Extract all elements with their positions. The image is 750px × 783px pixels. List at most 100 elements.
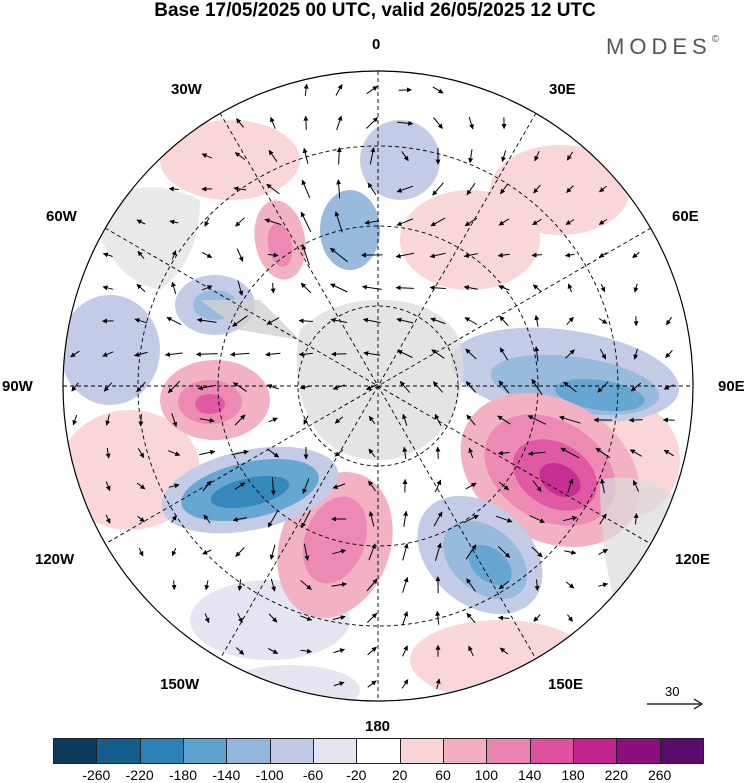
wind-vector xyxy=(70,350,80,358)
wind-vector xyxy=(434,479,442,493)
wind-vector xyxy=(301,179,311,199)
wind-vector xyxy=(366,613,378,623)
wind-vector xyxy=(665,316,673,326)
wind-vector xyxy=(266,384,279,390)
wind-vector xyxy=(628,417,643,423)
wind-vector xyxy=(401,679,409,689)
wind-vector xyxy=(395,252,414,259)
wind-vector xyxy=(168,186,179,192)
wind-vector xyxy=(270,476,276,496)
map-title: Base 17/05/2025 00 UTC, valid 26/05/2025… xyxy=(154,0,596,21)
colorbar-cell xyxy=(96,738,141,764)
wind-vector xyxy=(196,317,217,323)
wind-vector xyxy=(397,350,413,358)
wind-vector xyxy=(333,648,345,654)
lon-label-30w: 30W xyxy=(171,81,202,98)
wind-vector xyxy=(532,218,542,226)
wind-vector xyxy=(268,648,279,654)
lon-label-0: 0 xyxy=(372,36,381,53)
wind-vector xyxy=(362,317,381,324)
wind-vector xyxy=(303,543,310,561)
wind-vector xyxy=(563,515,578,522)
colorbar-tick-label: -180 xyxy=(168,767,198,783)
wind-vector xyxy=(171,547,177,557)
wind-vector xyxy=(237,280,244,296)
wind-vector xyxy=(137,448,145,459)
wind-vector xyxy=(632,251,640,259)
wind-vector xyxy=(564,549,577,555)
wind-vector xyxy=(367,646,377,656)
wind-vector xyxy=(430,217,446,227)
wind-vector xyxy=(497,252,510,258)
brand-logo: MODES© xyxy=(606,34,719,60)
wind-vector xyxy=(369,147,376,165)
colorbar-tick-label: 260 xyxy=(647,767,672,783)
wind-vector xyxy=(402,446,408,459)
wind-vector xyxy=(195,351,218,357)
wind-vector xyxy=(402,413,408,426)
wind-vector xyxy=(136,219,146,225)
wind-vector xyxy=(663,449,675,457)
wind-vector xyxy=(464,217,478,227)
wind-vector xyxy=(303,415,309,425)
wind-vector xyxy=(232,315,248,327)
wind-vector xyxy=(498,380,510,394)
wind-vector xyxy=(298,318,313,324)
wind-vector xyxy=(336,179,342,199)
wind-vector xyxy=(202,480,212,492)
wind-vector xyxy=(105,414,111,426)
wind-vector xyxy=(465,381,477,393)
wind-vector xyxy=(232,517,247,522)
colorbar xyxy=(53,738,704,764)
wind-vector xyxy=(334,211,343,233)
wind-vector xyxy=(138,547,144,557)
wind-vector xyxy=(531,252,543,258)
lon-label-30e: 30E xyxy=(549,81,576,98)
wind-vector xyxy=(566,185,574,193)
wind-vector xyxy=(236,248,244,262)
wind-vector xyxy=(565,349,575,359)
wind-vector xyxy=(403,510,409,527)
wind-vector xyxy=(171,515,177,523)
wind-vector xyxy=(102,285,114,291)
wind-vector xyxy=(463,514,479,524)
wind-vector xyxy=(533,184,541,194)
wind-vector xyxy=(559,415,581,424)
wind-vector xyxy=(534,150,540,162)
wind-vector xyxy=(134,351,148,357)
wind-vector xyxy=(598,548,609,556)
wind-vector xyxy=(633,348,639,360)
colorbar-cell xyxy=(226,738,271,764)
lon-label-60w: 60W xyxy=(46,208,77,225)
wind-vector xyxy=(399,381,411,393)
lon-label-60e: 60E xyxy=(672,208,699,225)
colorbar-tick-label: -220 xyxy=(125,767,154,783)
wind-vector xyxy=(533,614,541,622)
wind-vector xyxy=(300,648,312,654)
wind-vector xyxy=(168,450,181,456)
wind-vector xyxy=(363,350,381,356)
wind-vector xyxy=(431,349,445,359)
wind-vector xyxy=(368,415,376,425)
wind-vector xyxy=(465,348,477,360)
wind-vector xyxy=(464,317,478,325)
wind-vector xyxy=(499,347,509,361)
wind-vector xyxy=(560,447,580,459)
wind-vector xyxy=(663,384,675,390)
wind-vector xyxy=(598,252,607,258)
wind-vector xyxy=(466,182,476,196)
wind-vector xyxy=(468,149,474,164)
wind-vector xyxy=(463,253,478,258)
wind-vector xyxy=(365,384,378,390)
colorbar-cell xyxy=(486,738,531,764)
wind-vector xyxy=(268,417,278,423)
colorbar-tick-label: 220 xyxy=(604,767,628,783)
wind-vector xyxy=(366,578,378,592)
wind-vector xyxy=(435,678,441,690)
wind-vector xyxy=(332,548,347,555)
wind-vector xyxy=(136,482,146,490)
wind-vector xyxy=(597,381,609,393)
wind-vector xyxy=(497,546,511,558)
wind-vector xyxy=(204,217,210,227)
wind-vector xyxy=(466,612,476,624)
